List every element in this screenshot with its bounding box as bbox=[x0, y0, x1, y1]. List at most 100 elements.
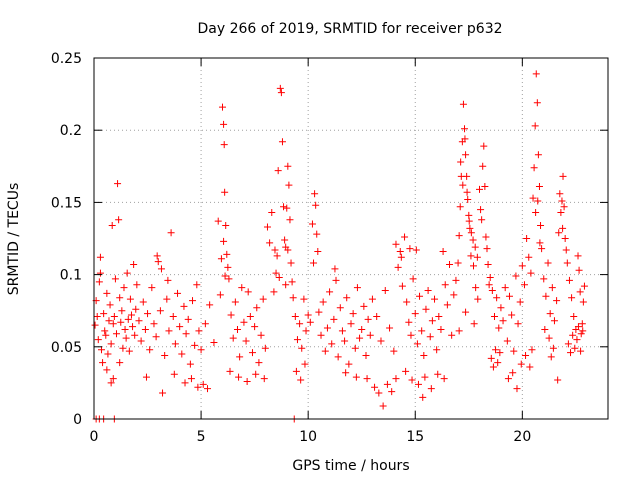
data-point bbox=[286, 216, 294, 224]
data-point bbox=[195, 327, 203, 335]
data-point bbox=[496, 349, 504, 357]
data-point bbox=[313, 230, 321, 238]
data-point bbox=[520, 281, 528, 289]
data-point bbox=[251, 323, 259, 331]
data-point bbox=[422, 305, 430, 313]
data-point bbox=[481, 183, 489, 191]
data-point bbox=[292, 367, 300, 375]
data-point bbox=[171, 340, 179, 348]
data-point bbox=[266, 239, 274, 247]
data-point bbox=[407, 331, 415, 339]
data-point bbox=[180, 302, 188, 310]
data-point bbox=[546, 310, 554, 318]
data-point bbox=[123, 269, 131, 277]
data-point bbox=[91, 321, 99, 329]
data-point bbox=[416, 292, 424, 300]
data-point bbox=[283, 204, 291, 212]
data-point bbox=[518, 262, 526, 270]
data-point bbox=[578, 320, 586, 328]
data-point bbox=[317, 331, 325, 339]
data-point bbox=[495, 324, 503, 332]
data-point bbox=[448, 331, 456, 339]
data-point bbox=[246, 312, 254, 320]
data-point bbox=[559, 172, 567, 180]
data-point bbox=[338, 327, 346, 335]
data-point bbox=[282, 281, 290, 289]
data-point bbox=[236, 353, 244, 361]
data-point bbox=[244, 288, 252, 296]
data-point bbox=[418, 327, 426, 335]
data-point bbox=[120, 284, 128, 292]
data-point bbox=[104, 350, 112, 358]
data-point bbox=[284, 246, 292, 254]
data-point bbox=[116, 294, 124, 302]
data-point bbox=[227, 311, 235, 319]
data-point bbox=[148, 284, 156, 292]
data-point bbox=[443, 301, 451, 309]
data-point bbox=[323, 324, 331, 332]
data-point bbox=[525, 253, 533, 261]
data-point bbox=[405, 318, 413, 326]
data-point bbox=[331, 265, 339, 273]
data-point bbox=[398, 282, 406, 290]
data-point bbox=[403, 298, 411, 306]
data-point bbox=[219, 103, 226, 111]
data-point bbox=[558, 197, 566, 205]
data-point bbox=[396, 247, 404, 255]
data-point bbox=[503, 337, 511, 345]
data-point bbox=[466, 224, 474, 232]
data-point bbox=[535, 183, 543, 191]
data-point bbox=[130, 260, 138, 268]
data-point bbox=[545, 334, 553, 342]
data-point bbox=[401, 233, 409, 241]
data-point bbox=[174, 289, 182, 297]
data-point bbox=[392, 375, 400, 383]
data-point bbox=[549, 344, 557, 352]
data-point bbox=[135, 317, 143, 325]
data-point bbox=[273, 252, 281, 260]
data-point bbox=[573, 336, 581, 344]
data-point bbox=[537, 222, 545, 230]
data-point bbox=[351, 344, 359, 352]
data-point bbox=[189, 297, 197, 305]
data-point bbox=[281, 236, 289, 244]
y-tick-label: 0.2 bbox=[60, 123, 82, 139]
data-point bbox=[169, 312, 177, 320]
data-point bbox=[133, 281, 141, 289]
data-point bbox=[187, 375, 195, 383]
data-point bbox=[402, 367, 410, 375]
data-point bbox=[164, 276, 172, 284]
data-point bbox=[527, 269, 535, 277]
data-point bbox=[514, 320, 522, 328]
data-point bbox=[156, 307, 164, 315]
data-point bbox=[197, 346, 205, 354]
data-point bbox=[119, 344, 127, 352]
data-point bbox=[362, 351, 370, 359]
data-point bbox=[512, 272, 520, 280]
data-point bbox=[509, 369, 517, 377]
y-tick-label: 0.15 bbox=[51, 195, 82, 211]
data-point bbox=[528, 346, 536, 354]
data-point bbox=[193, 281, 201, 289]
data-point bbox=[225, 275, 233, 283]
chart-title: Day 266 of 2019, SRMTID for receiver p63… bbox=[197, 21, 502, 37]
data-point bbox=[217, 255, 225, 263]
data-point bbox=[184, 315, 192, 323]
data-point bbox=[497, 304, 505, 312]
data-point bbox=[452, 276, 460, 284]
data-point bbox=[229, 334, 237, 342]
data-point bbox=[559, 224, 567, 232]
data-point bbox=[102, 331, 110, 339]
data-point bbox=[489, 363, 497, 371]
data-point bbox=[107, 340, 115, 348]
data-point bbox=[141, 325, 149, 333]
data-point bbox=[124, 315, 132, 323]
data-point bbox=[328, 340, 336, 348]
data-point bbox=[470, 262, 478, 270]
data-point bbox=[564, 340, 572, 348]
data-point bbox=[96, 269, 104, 277]
data-point bbox=[538, 245, 546, 253]
data-point bbox=[472, 284, 480, 292]
data-point bbox=[373, 312, 381, 320]
data-point bbox=[492, 346, 500, 354]
